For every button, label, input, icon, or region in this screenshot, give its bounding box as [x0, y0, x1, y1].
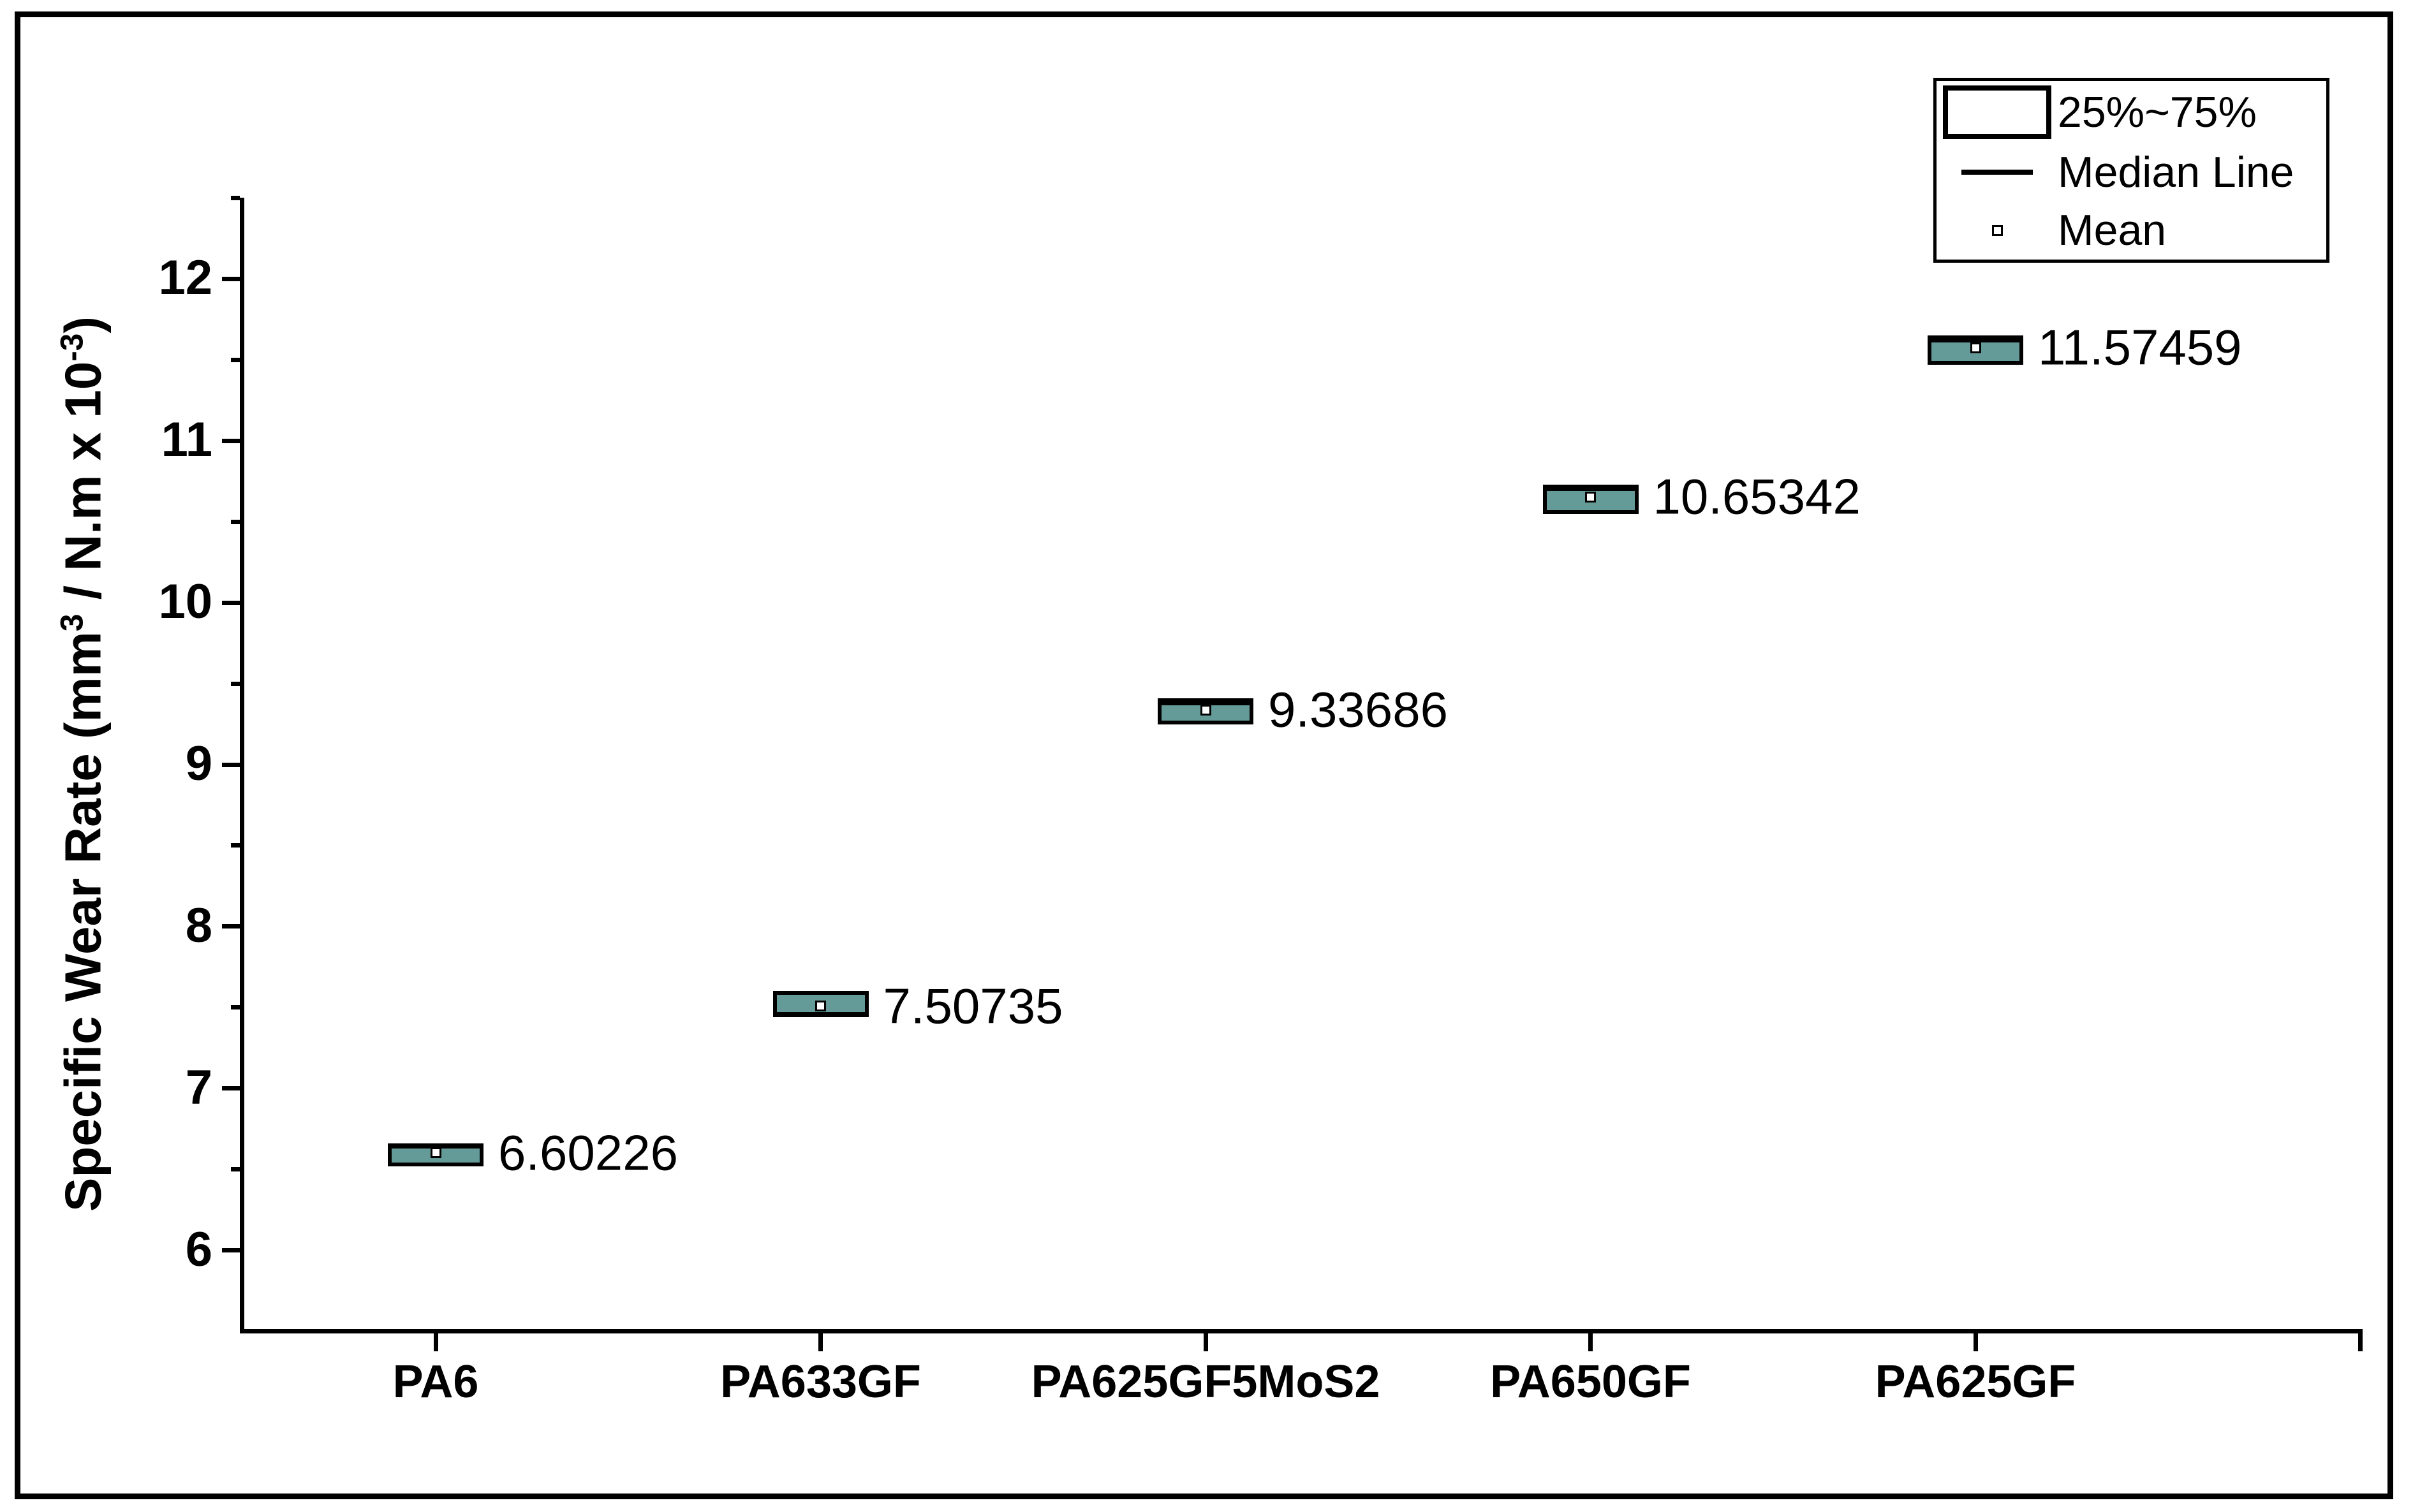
legend-marker-cell [1937, 169, 2058, 175]
legend-label-median: Median Line [2058, 147, 2294, 196]
x-major-tick [1203, 1333, 1208, 1351]
x-major-tick [1588, 1333, 1593, 1351]
mean-value-label-PA6: 6.60226 [498, 1124, 678, 1181]
x-major-tick [1973, 1333, 1978, 1351]
median-line-icon [1961, 169, 2033, 175]
mean-marker-PA625GF [1970, 342, 1981, 353]
y-tick-label: 7 [185, 1060, 212, 1115]
mean-value-label-PA625GF5MoS2: 9.33686 [1268, 681, 1448, 738]
iqr-box-swatch-icon [1943, 85, 2051, 139]
y-axis-title-superscript: 3 [54, 613, 90, 632]
x-axis-line [240, 1329, 2363, 1333]
y-axis-title-text: / N.m x 10 [54, 361, 112, 614]
y-major-tick [222, 1248, 240, 1253]
y-minor-tick [231, 357, 240, 362]
legend-label-mean: Mean [2058, 206, 2167, 255]
x-category-label: PA625GF5MoS2 [1031, 1356, 1380, 1407]
x-category-label: PA625GF [1875, 1356, 2076, 1407]
legend-item-median: Median Line [1937, 147, 2326, 197]
y-tick-label: 6 [185, 1222, 212, 1277]
y-major-tick [222, 762, 240, 767]
y-axis-title-text: ) [54, 316, 112, 334]
y-minor-tick [231, 1167, 240, 1172]
y-major-tick [222, 600, 240, 605]
y-tick-label: 10 [158, 574, 212, 629]
x-major-tick [433, 1333, 438, 1351]
y-major-tick [222, 438, 240, 443]
x-category-label: PA633GF [720, 1356, 921, 1407]
y-axis-title: Specific Wear Rate (mm3 / N.m x 10-3) [54, 316, 113, 1212]
x-axis-end-tick [2358, 1333, 2363, 1351]
median-line-PA625GF [1931, 338, 2019, 342]
mean-value-label-PA650GF: 10.65342 [1653, 468, 1861, 525]
y-axis-title-superscript: -3 [54, 333, 90, 362]
y-tick-label: 12 [158, 251, 212, 305]
legend-marker-cell [1937, 85, 2058, 139]
legend: 25%~75% Median Line Mean [1933, 78, 2329, 263]
y-minor-tick [231, 196, 240, 200]
y-minor-tick [231, 519, 240, 524]
figure-border [15, 11, 2393, 1499]
y-minor-tick [231, 843, 240, 848]
legend-item-iqr: 25%~75% [1937, 85, 2326, 139]
mean-square-icon [1991, 224, 2003, 236]
x-category-label: PA6 [392, 1356, 479, 1407]
y-tick-label: 9 [185, 736, 212, 791]
mean-marker-PA625GF5MoS2 [1200, 704, 1211, 716]
legend-item-mean: Mean [1937, 205, 2326, 255]
y-minor-tick [231, 681, 240, 686]
y-major-tick [222, 924, 240, 929]
x-category-label: PA650GF [1490, 1356, 1691, 1407]
y-tick-label: 11 [161, 413, 212, 467]
mean-value-label-PA625GF: 11.57459 [2038, 319, 2242, 376]
mean-marker-PA6 [430, 1147, 441, 1159]
median-line-PA625GF5MoS2 [1162, 701, 1250, 705]
y-tick-label: 8 [185, 898, 212, 953]
y-axis-title-text: Specific Wear Rate (mm [54, 631, 112, 1212]
x-major-tick [818, 1333, 823, 1351]
median-line-PA650GF [1546, 487, 1635, 492]
median-line-PA633GF [776, 1011, 865, 1016]
y-axis-line [240, 198, 244, 1333]
y-major-tick [222, 1086, 240, 1091]
median-line-PA6 [392, 1145, 480, 1149]
mean-marker-PA650GF [1585, 491, 1596, 503]
y-major-tick [222, 276, 240, 281]
mean-marker-PA633GF [815, 1001, 826, 1012]
mean-value-label-PA633GF: 7.50735 [883, 978, 1063, 1034]
y-minor-tick [231, 1005, 240, 1010]
legend-label-iqr: 25%~75% [2058, 87, 2257, 136]
legend-marker-cell [1937, 224, 2058, 236]
